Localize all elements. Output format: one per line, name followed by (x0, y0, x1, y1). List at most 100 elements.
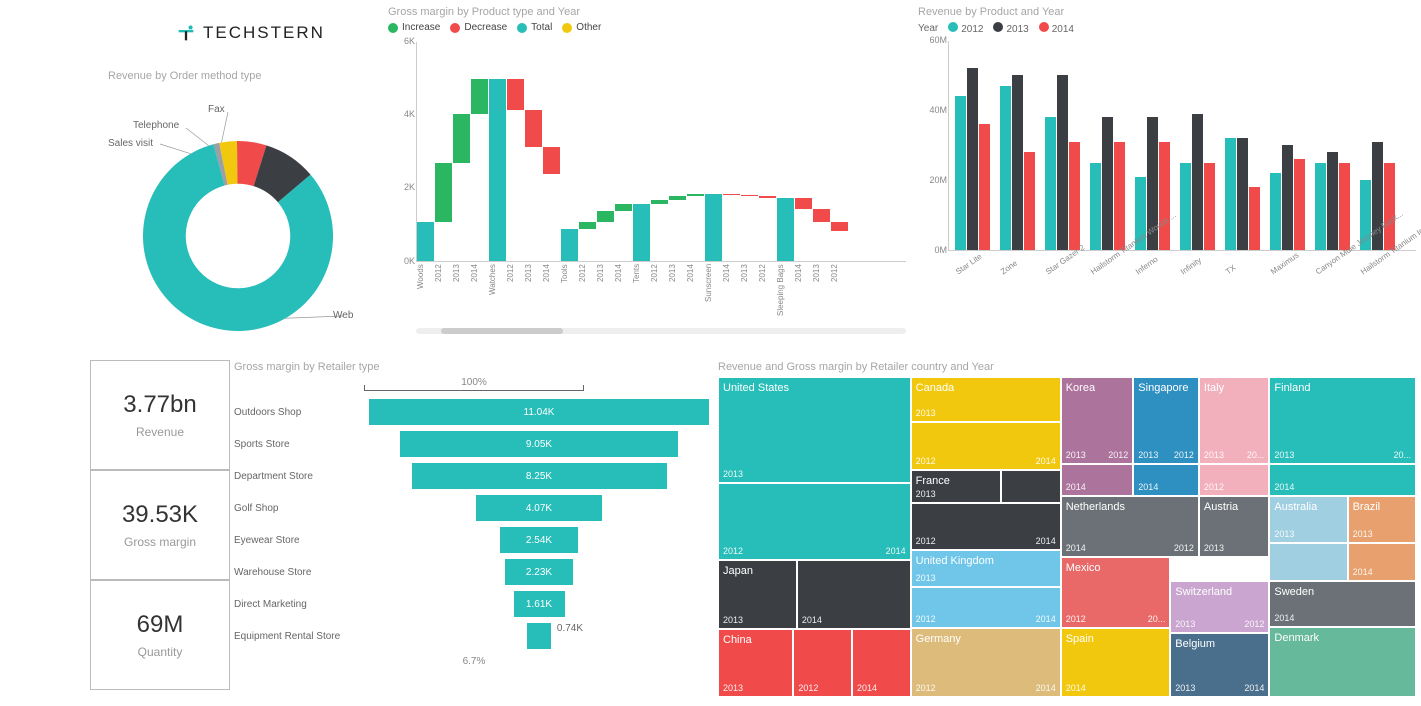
bar[interactable] (1282, 145, 1293, 250)
treemap-cell[interactable]: Denmark (1269, 627, 1416, 697)
waterfall-bar[interactable] (669, 196, 686, 200)
bar[interactable] (1315, 163, 1326, 251)
treemap-cell[interactable]: 20122014 (718, 483, 911, 560)
bar[interactable] (1000, 86, 1011, 251)
treemap-cell[interactable]: Canada2013 (911, 377, 1061, 422)
bar[interactable] (1114, 142, 1125, 251)
waterfall-scroll-thumb[interactable] (441, 328, 564, 334)
bar[interactable] (1225, 138, 1236, 250)
treemap-cell[interactable]: Sweden2014 (1269, 581, 1416, 627)
bar[interactable] (1159, 142, 1170, 251)
treemap-cell[interactable]: 2014 (797, 560, 911, 628)
funnel-bar[interactable]: 1.61K (514, 591, 565, 617)
waterfall-bar[interactable] (597, 211, 614, 222)
bar[interactable] (1294, 159, 1305, 250)
waterfall-bar[interactable] (813, 209, 830, 222)
treemap-cell[interactable]: 20122014 (911, 503, 1061, 550)
treemap-cell[interactable]: Japan2013 (718, 560, 797, 628)
treemap-cell[interactable]: Australia2013 (1269, 496, 1347, 543)
legend-item[interactable]: 2014 (1039, 22, 1074, 35)
funnel-bar[interactable]: 2.23K (505, 559, 573, 585)
treemap-cell[interactable]: Finland201320... (1269, 377, 1416, 464)
bar[interactable] (1102, 117, 1113, 250)
treemap-cell[interactable]: Spain2014 (1061, 628, 1171, 697)
bar[interactable] (955, 96, 966, 250)
funnel-bar[interactable]: 8.25K (412, 463, 667, 489)
treemap-cell[interactable]: Austria2013 (1199, 496, 1269, 557)
waterfall-bar[interactable] (579, 222, 596, 229)
waterfall-bar[interactable] (561, 229, 578, 260)
treemap-cell[interactable]: 20122014 (911, 422, 1061, 469)
treemap-cell[interactable]: Belgium20132014 (1170, 633, 1269, 697)
treemap-cell[interactable]: Korea20132012 (1061, 377, 1134, 464)
treemap-cell[interactable]: 2014 (1348, 543, 1416, 581)
bar[interactable] (1090, 163, 1101, 251)
treemap-cell[interactable]: France2013 (911, 470, 1001, 503)
waterfall-bar[interactable] (687, 194, 704, 197)
bar[interactable] (1339, 163, 1350, 251)
legend-item[interactable]: 2012 (948, 22, 983, 35)
treemap-cell[interactable]: Brazil2013 (1348, 496, 1416, 543)
waterfall-bar[interactable] (435, 163, 452, 222)
waterfall-bar[interactable] (633, 204, 650, 261)
bar[interactable] (1180, 163, 1191, 251)
bar[interactable] (1024, 152, 1035, 250)
waterfall-bar[interactable] (795, 198, 812, 209)
bar[interactable] (1270, 173, 1281, 250)
waterfall-bar[interactable] (705, 194, 722, 261)
treemap-cell[interactable] (1269, 543, 1347, 581)
bar[interactable] (1045, 117, 1056, 250)
funnel-bar[interactable] (527, 623, 551, 649)
treemap-cell[interactable]: China2013 (718, 629, 793, 697)
waterfall-bar[interactable] (525, 110, 542, 147)
treemap-cell[interactable]: 2014 (1269, 464, 1416, 496)
bar[interactable] (1057, 75, 1068, 250)
treemap-cell[interactable]: Singapore20132012 (1133, 377, 1199, 464)
bar[interactable] (979, 124, 990, 250)
bar[interactable] (967, 68, 978, 250)
waterfall-bar[interactable] (759, 196, 776, 198)
waterfall-bar[interactable] (741, 195, 758, 197)
bar[interactable] (1384, 163, 1395, 251)
legend-item[interactable]: Other (562, 22, 601, 33)
waterfall-bar[interactable] (453, 114, 470, 164)
bar[interactable] (1192, 114, 1203, 251)
waterfall-bar[interactable] (489, 79, 506, 261)
treemap-cell[interactable]: 2012 (1199, 464, 1269, 496)
waterfall-bar[interactable] (507, 79, 524, 110)
waterfall-bar[interactable] (777, 198, 794, 260)
waterfall-bar[interactable] (651, 200, 668, 204)
legend-item[interactable]: Total (517, 22, 552, 33)
treemap-cell[interactable]: Netherlands20142012 (1061, 496, 1199, 557)
legend-item[interactable]: Decrease (450, 22, 507, 33)
funnel-bar[interactable]: 2.54K (500, 527, 578, 553)
legend-item[interactable]: Increase (388, 22, 440, 33)
treemap-cell[interactable]: United Kingdom2013 (911, 550, 1061, 587)
treemap-cell[interactable]: 2014 (1133, 464, 1199, 496)
treemap-cell[interactable]: Germany20122014 (911, 628, 1061, 697)
funnel-bar[interactable]: 4.07K (476, 495, 602, 521)
waterfall-bar[interactable] (615, 204, 632, 211)
waterfall-bar[interactable] (417, 222, 434, 261)
treemap-cell[interactable]: 2012 (793, 629, 852, 697)
treemap-cell[interactable]: Mexico201220... (1061, 557, 1171, 628)
waterfall-bar[interactable] (543, 147, 560, 175)
bar[interactable] (1012, 75, 1023, 250)
treemap-cell[interactable]: Italy201320... (1199, 377, 1269, 464)
bar[interactable] (1327, 152, 1338, 250)
treemap-cell[interactable]: 20122014 (911, 587, 1061, 628)
legend-item[interactable]: 2013 (993, 22, 1028, 35)
funnel-bar[interactable]: 9.05K (400, 431, 679, 457)
treemap-cell[interactable]: 2014 (852, 629, 911, 697)
funnel-bar[interactable]: 11.04K (369, 399, 709, 425)
bar[interactable] (1204, 163, 1215, 251)
bar[interactable] (1237, 138, 1248, 250)
bar[interactable] (1069, 142, 1080, 251)
waterfall-bar[interactable] (723, 194, 740, 195)
treemap-cell[interactable]: 2014 (1061, 464, 1134, 496)
treemap-cell[interactable]: Switzerland20132012 (1170, 581, 1269, 633)
waterfall-scrollbar[interactable] (416, 328, 906, 334)
waterfall-bar[interactable] (831, 222, 848, 231)
bar[interactable] (1249, 187, 1260, 250)
waterfall-bar[interactable] (471, 79, 488, 114)
